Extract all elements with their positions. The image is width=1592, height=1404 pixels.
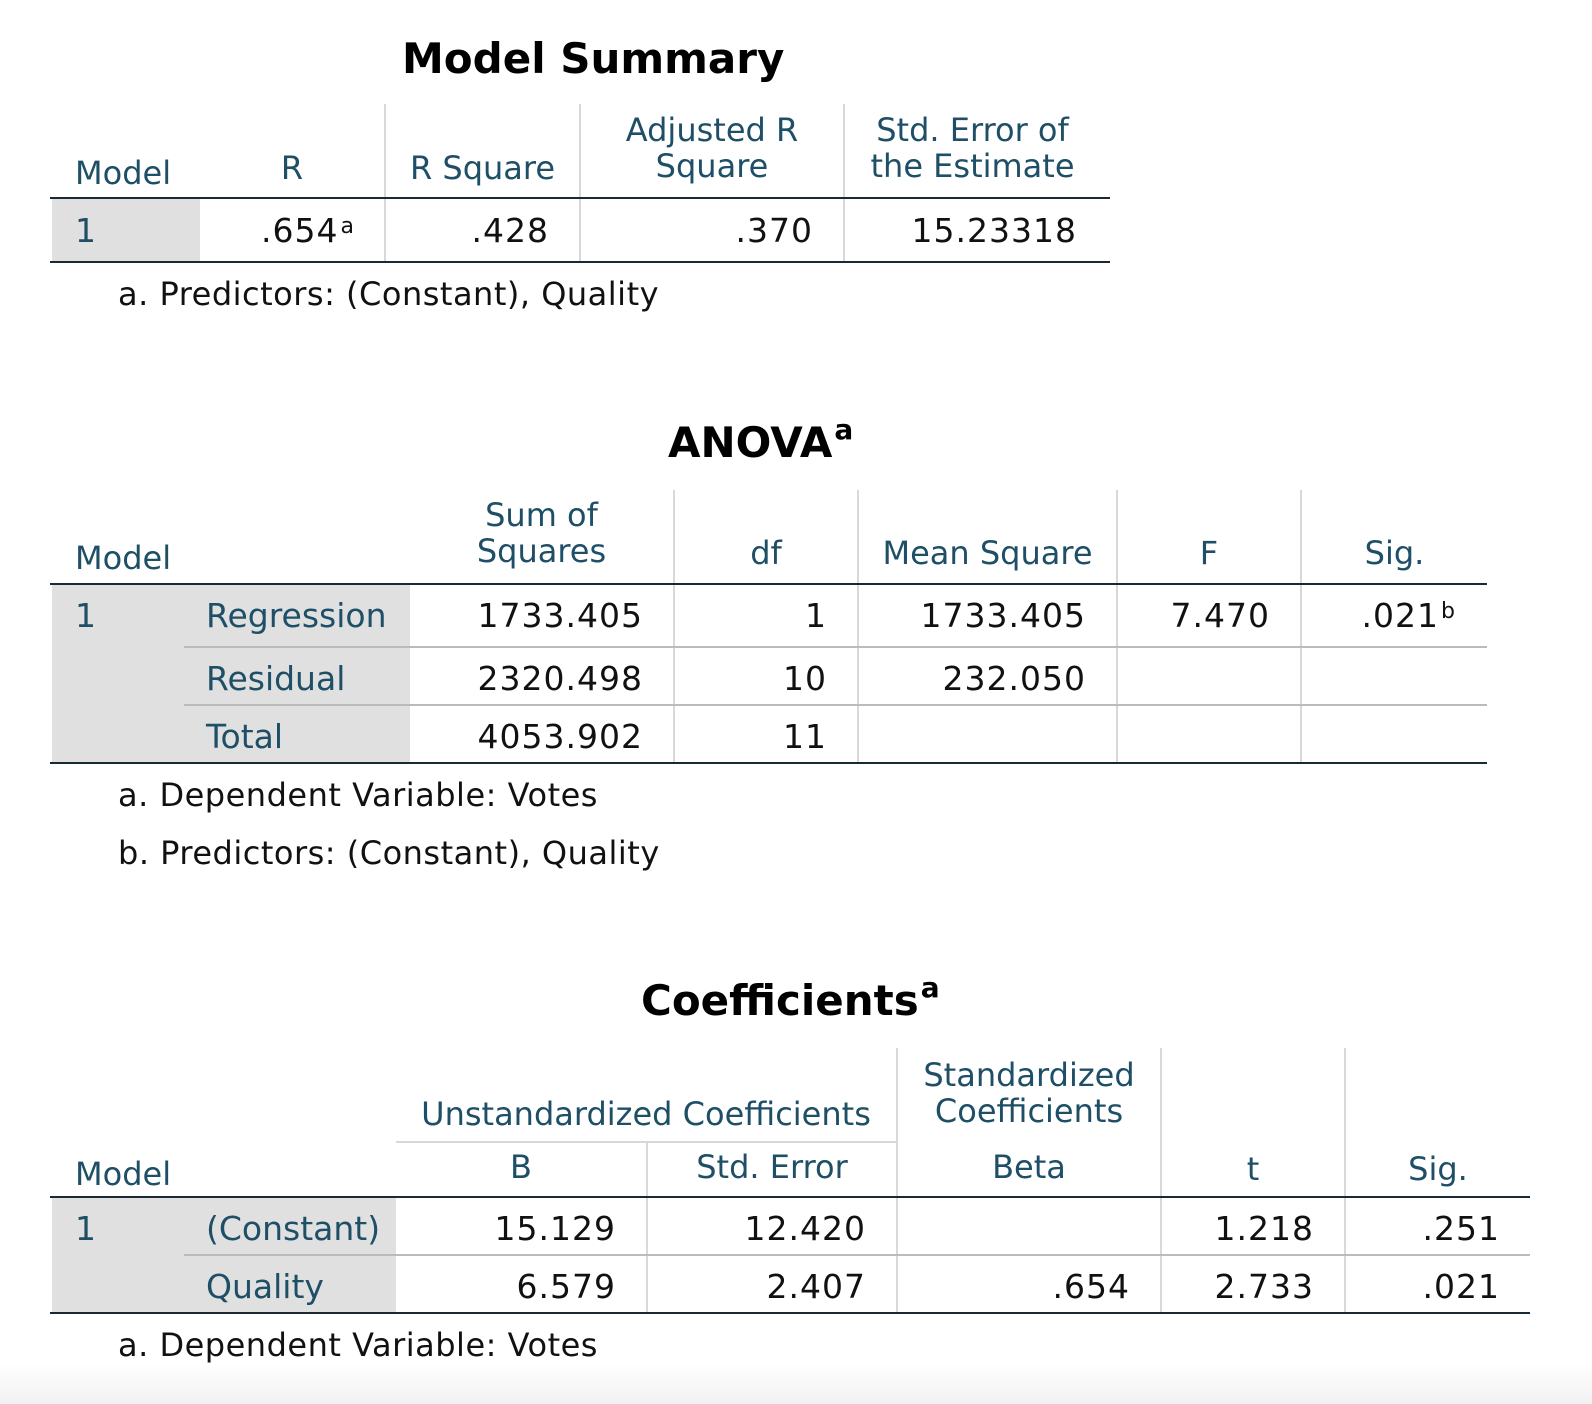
header-r-square: R Square	[409, 149, 556, 187]
value-std-error-estimate: 15.23318	[911, 211, 1077, 250]
header-t: t	[1246, 1150, 1260, 1188]
coefficients-title: Coefficientsa	[641, 971, 940, 1025]
value-sig-quality: .021	[1422, 1267, 1500, 1306]
value-se-constant: 12.420	[744, 1209, 866, 1248]
footnote: a. Dependent Variable: Votes	[118, 1326, 598, 1364]
value-adjusted-r-square: .370	[735, 211, 813, 250]
value-ms-residual: 232.050	[942, 659, 1086, 698]
value-b-quality: 6.579	[516, 1267, 616, 1306]
anova-title: ANOVAa	[668, 413, 854, 467]
value-t-constant: 1.218	[1214, 1209, 1314, 1248]
value-df-residual: 10	[783, 659, 827, 698]
value-f-regression: 7.470	[1170, 596, 1270, 635]
row-label-constant: (Constant)	[206, 1209, 381, 1248]
value-sig-regression: .021b	[1361, 596, 1455, 635]
header-beta: Beta	[992, 1148, 1066, 1186]
row-label-residual: Residual	[206, 659, 346, 698]
header-unstandardized-coefficients: Unstandardized Coefficients	[421, 1095, 871, 1133]
value-se-quality: 2.407	[766, 1267, 866, 1306]
value-b-constant: 15.129	[494, 1209, 616, 1248]
header-sig: Sig.	[1364, 534, 1425, 572]
model-summary-title: Model Summary	[402, 34, 785, 83]
value-ss-total: 4053.902	[477, 717, 643, 756]
header-b: B	[510, 1148, 532, 1186]
value-ss-residual: 2320.498	[477, 659, 643, 698]
header-std-error-estimate: Std. Error of the Estimate	[870, 111, 1075, 185]
header-r: R	[280, 149, 304, 187]
header-standardized-coefficients: Standardized Coefficients	[923, 1056, 1135, 1130]
header-f: F	[1199, 534, 1219, 572]
value-r-square: .428	[471, 211, 549, 250]
value-sig-constant: .251	[1422, 1209, 1500, 1248]
value-r: .654a	[261, 211, 354, 250]
value-ms-regression: 1733.405	[920, 596, 1086, 635]
row-label-regression: Regression	[206, 596, 387, 635]
header-sum-of-squares: Sum of Squares	[476, 496, 607, 570]
row-label-quality: Quality	[206, 1267, 324, 1306]
bottom-fade	[0, 1364, 1592, 1404]
header-sig: Sig.	[1408, 1150, 1468, 1188]
value-df-total: 11	[783, 717, 827, 756]
footnote: a. Predictors: (Constant), Quality	[118, 275, 660, 313]
header-mean-square: Mean Square	[882, 534, 1093, 572]
value-beta-quality: .654	[1052, 1267, 1130, 1306]
header-model: Model	[75, 1155, 172, 1193]
value-t-quality: 2.733	[1214, 1267, 1314, 1306]
header-std-error: Std. Error	[696, 1148, 848, 1186]
value-ss-regression: 1733.405	[477, 596, 643, 635]
header-df: df	[750, 534, 782, 572]
footnote-b: b. Predictors: (Constant), Quality	[118, 834, 660, 872]
header-model: Model	[75, 539, 172, 577]
row-label-total: Total	[206, 717, 284, 756]
model-number: 1	[75, 1209, 96, 1248]
model-number: 1	[75, 596, 96, 635]
value-df-regression: 1	[805, 596, 827, 635]
footnote-a: a. Dependent Variable: Votes	[118, 776, 598, 814]
model-number: 1	[75, 211, 96, 250]
header-adjusted-r-square: Adjusted R Square	[625, 111, 799, 185]
header-model: Model	[75, 154, 172, 192]
